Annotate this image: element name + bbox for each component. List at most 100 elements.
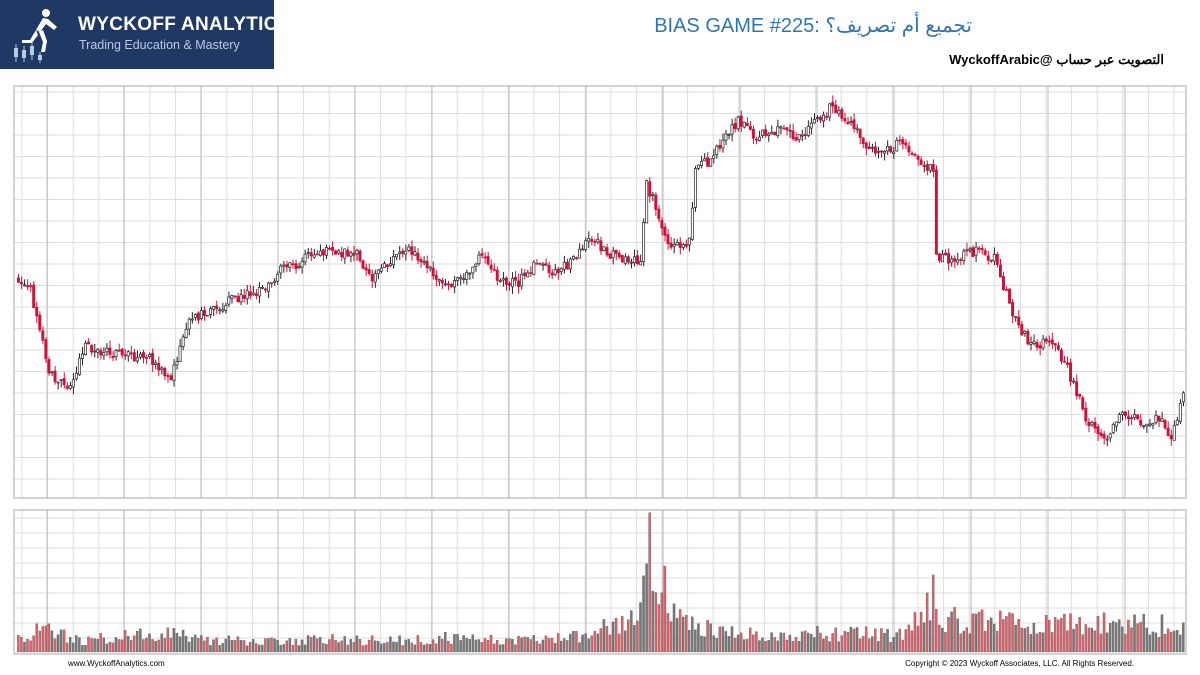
candle-body (596, 238, 600, 243)
candle-body (279, 265, 283, 274)
candle-body (303, 253, 307, 263)
volume-bar (779, 632, 783, 653)
candle-body (422, 261, 426, 264)
candle-body (337, 250, 341, 254)
volume-bar (846, 632, 850, 653)
volume-bar (1008, 612, 1011, 653)
candle-body (1181, 392, 1185, 403)
candle-body (370, 274, 374, 282)
volume-bar (508, 638, 511, 653)
candle-body (270, 282, 274, 285)
volume-bar (953, 607, 956, 653)
volume-bar (105, 643, 109, 653)
candle-body (931, 164, 935, 172)
candle-body (129, 352, 133, 355)
candle-body (629, 261, 633, 264)
volume-bar (1136, 623, 1139, 653)
candle-body (678, 241, 682, 248)
volume-bar (852, 628, 856, 653)
candle-body (510, 278, 514, 288)
volume-bar (1124, 633, 1127, 653)
volume-bar (1014, 624, 1017, 653)
candle-body (465, 272, 469, 280)
candle-body (684, 243, 688, 247)
candle-body (1059, 349, 1063, 362)
candle-body (703, 158, 707, 162)
candle-body (944, 252, 947, 256)
candle-body (904, 142, 908, 146)
candle-body (242, 295, 246, 299)
volume-bar (422, 644, 426, 653)
candle-body (660, 219, 664, 229)
candle-body (587, 238, 591, 242)
candle-body (443, 283, 447, 286)
candle-body (105, 347, 109, 353)
candle-body (138, 353, 142, 358)
volume-bar (364, 644, 368, 653)
volume-bar (495, 639, 499, 653)
candle-body (1123, 411, 1127, 416)
candle-body (65, 385, 69, 389)
volume-bar (986, 620, 990, 653)
candle-body (822, 114, 825, 122)
volume-bar (1072, 628, 1075, 653)
volume-bar (358, 639, 362, 653)
volume-bar (666, 613, 670, 653)
candle-body (187, 318, 191, 330)
candle-body (639, 261, 643, 266)
volume-bar (993, 623, 996, 653)
volume-bar (197, 638, 200, 653)
volume-bar (172, 628, 176, 653)
volume-bar (129, 640, 133, 653)
volume-bar (236, 636, 240, 653)
volume-bar (837, 641, 840, 653)
candle-body (1148, 423, 1152, 426)
volume-bar (78, 637, 81, 653)
volume-bar (916, 625, 920, 653)
volume-bar (93, 638, 96, 653)
volume-bar (663, 565, 667, 653)
candle-body (718, 144, 722, 149)
volume-bar (383, 643, 386, 653)
candle-body (1014, 316, 1018, 318)
volume-bar (343, 636, 346, 653)
volume-bar (316, 638, 319, 653)
candle-body (1075, 381, 1079, 396)
candle-body (477, 254, 481, 265)
candle-body (541, 263, 545, 266)
candle-body (1044, 338, 1048, 342)
candle-body (1093, 421, 1097, 429)
candle-body (873, 146, 877, 154)
volume-bar (1179, 634, 1182, 653)
volume-bar (133, 635, 136, 653)
candle-body (111, 355, 115, 359)
volume-bar (828, 641, 831, 653)
candle-body (154, 362, 158, 365)
volume-bar (398, 635, 401, 653)
candle-body (29, 285, 33, 287)
volume-bar (1102, 612, 1106, 653)
candle-body (1096, 426, 1100, 434)
candle-body (940, 254, 944, 263)
candle-body (989, 259, 993, 262)
candle-body (389, 263, 392, 266)
candle-body (395, 253, 399, 258)
volume-bar (572, 631, 575, 653)
volume-bar (434, 643, 438, 653)
volume-bar (340, 640, 343, 653)
candle-body (834, 104, 838, 113)
volume-bar (587, 638, 590, 653)
candle-body (160, 367, 164, 370)
candle-body (788, 129, 792, 132)
candle-body (575, 257, 578, 260)
volume-bar (1169, 631, 1173, 653)
volume-bar (325, 644, 328, 653)
candle-body (1157, 415, 1161, 422)
volume-bar (563, 638, 566, 653)
candle-body (724, 133, 728, 141)
candle-body (358, 250, 362, 261)
volume-bar (1044, 615, 1048, 653)
candle-body (584, 240, 588, 250)
candle-body (1145, 423, 1149, 427)
volume-bar (212, 639, 215, 653)
